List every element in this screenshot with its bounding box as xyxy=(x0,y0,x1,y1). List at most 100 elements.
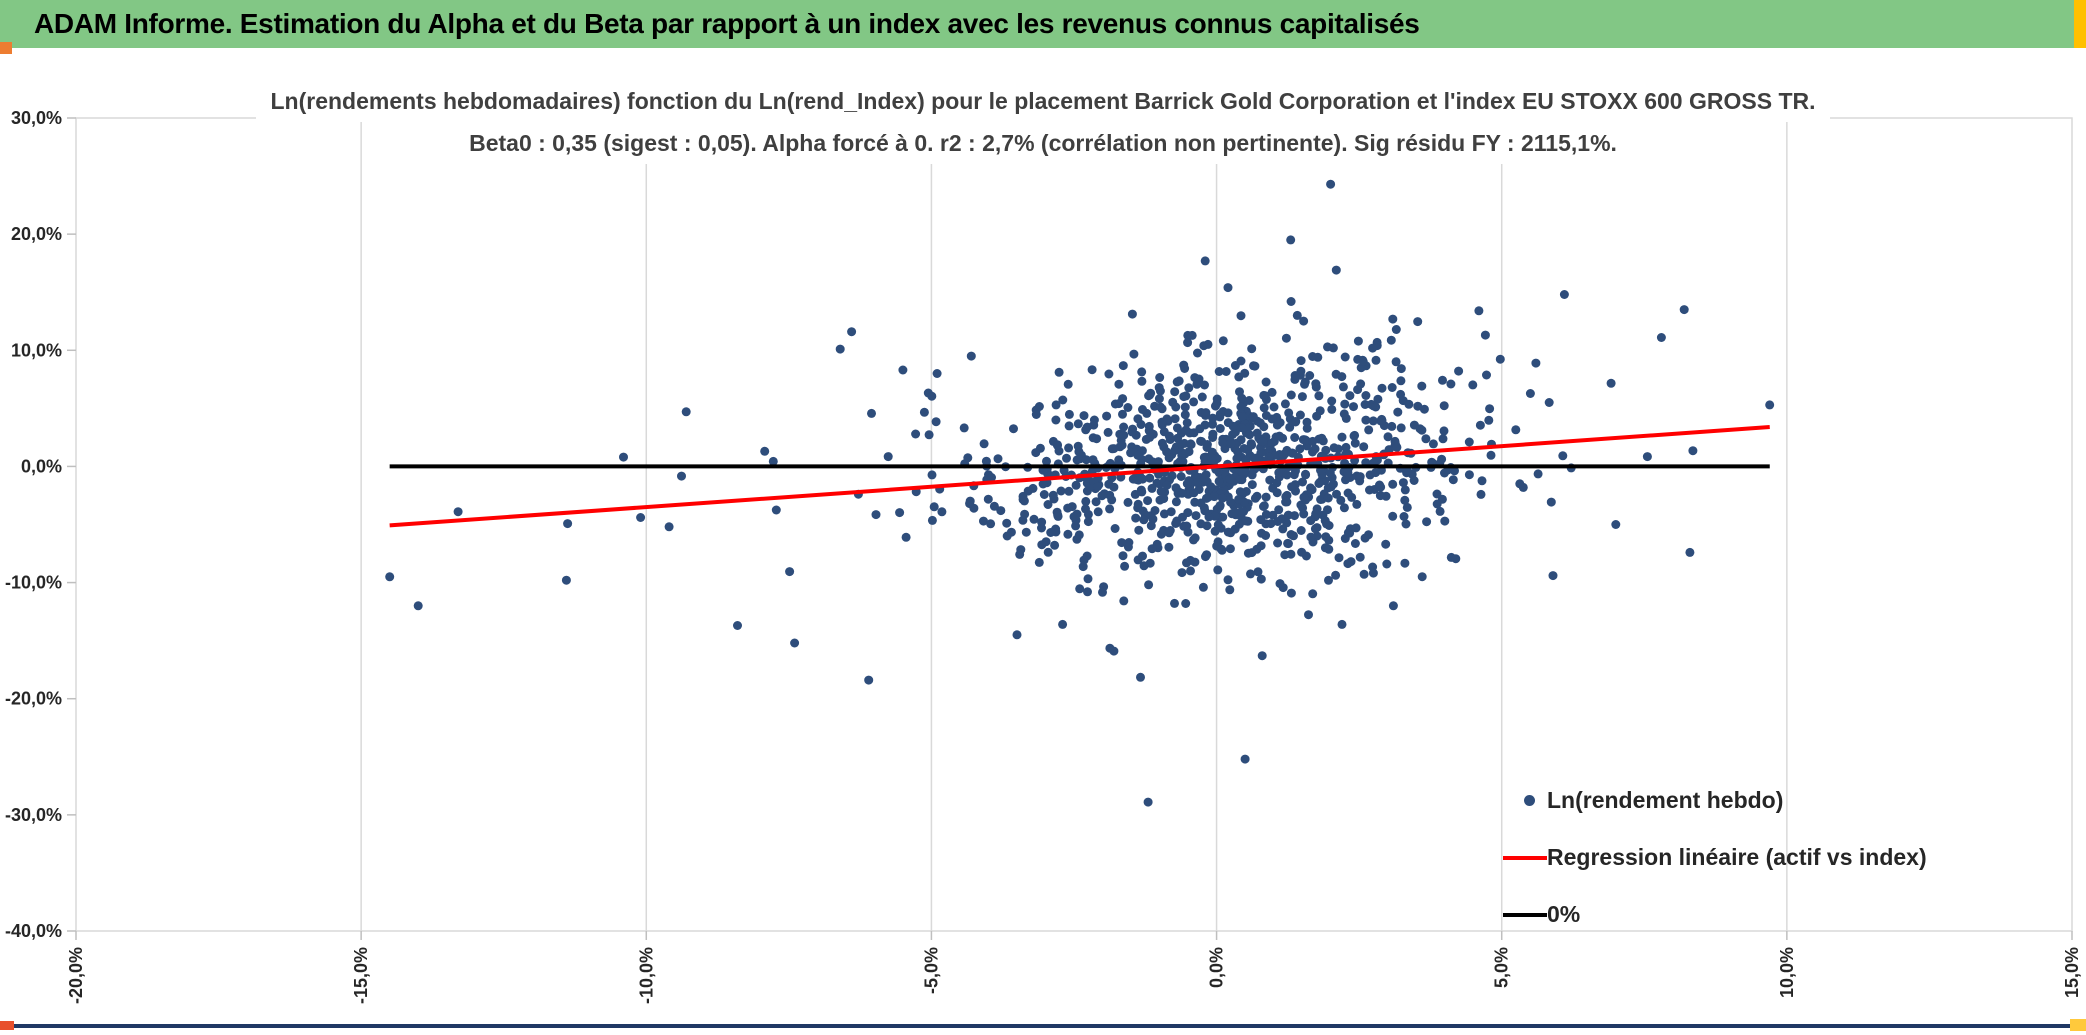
scatter-point xyxy=(1252,491,1262,501)
scatter-point xyxy=(1058,619,1068,629)
scatter-point xyxy=(1031,448,1041,458)
scatter-point xyxy=(1144,391,1154,401)
scatter-point xyxy=(1341,475,1350,485)
scatter-point xyxy=(1351,523,1361,533)
scatter-point xyxy=(1361,391,1371,400)
scatter-point xyxy=(1056,486,1066,496)
scatter-point xyxy=(1198,582,1208,592)
scatter-point xyxy=(1124,538,1134,547)
scatter-point xyxy=(1417,572,1427,582)
scatter-point xyxy=(1237,412,1247,422)
scatter-point xyxy=(1052,440,1062,450)
scatter-point xyxy=(959,423,969,433)
scatter-point xyxy=(1127,427,1137,437)
scatter-point xyxy=(1314,479,1324,488)
scatter-point xyxy=(1199,452,1209,462)
scatter-point xyxy=(1337,619,1347,629)
scatter-point xyxy=(1102,411,1112,421)
scatter-point xyxy=(1225,474,1235,484)
scatter-point xyxy=(1064,421,1074,431)
scatter-point xyxy=(1189,397,1199,407)
header-bar: ADAM Informe. Estimation du Alpha et du … xyxy=(0,0,2086,48)
scatter-point xyxy=(1273,517,1283,526)
scatter-point xyxy=(1072,534,1082,544)
scatter-point xyxy=(1393,407,1403,417)
scatter-point xyxy=(1343,488,1353,498)
scatter-point xyxy=(1261,492,1271,502)
scatter-point xyxy=(1391,357,1401,367)
scatter-point xyxy=(1247,344,1257,354)
scatter-point xyxy=(1184,383,1194,393)
scatter-point xyxy=(1183,508,1193,518)
scatter-point xyxy=(1002,531,1012,541)
scatter-point xyxy=(1153,457,1163,467)
scatter-point xyxy=(1282,497,1292,507)
scatter-point xyxy=(1214,476,1224,486)
scatter-point xyxy=(1218,493,1227,503)
scatter-point xyxy=(1417,381,1427,391)
scatter-point xyxy=(1266,519,1276,529)
scatter-point xyxy=(1172,423,1182,433)
scatter-point xyxy=(1400,558,1410,568)
scatter-point xyxy=(1485,404,1495,414)
scatter-point xyxy=(1359,442,1369,452)
scatter-point xyxy=(1137,487,1147,497)
scatter-point xyxy=(1144,580,1154,590)
scatter-point xyxy=(785,567,795,577)
legend-item-points: Ln(rendement hebdo) xyxy=(1496,772,1927,829)
scatter-point xyxy=(1352,499,1362,509)
scatter-point xyxy=(1359,569,1369,579)
scatter-point xyxy=(1387,421,1397,431)
scatter-point xyxy=(1440,516,1450,526)
bottom-right-accent xyxy=(2070,1019,2086,1031)
scatter-point xyxy=(1180,402,1190,412)
scatter-point xyxy=(1392,442,1402,452)
scatter-point xyxy=(1139,515,1149,525)
scatter-point xyxy=(1373,394,1383,404)
scatter-point xyxy=(1304,610,1313,620)
scatter-point xyxy=(1196,519,1206,529)
scatter-point xyxy=(1119,422,1129,432)
scatter-point xyxy=(983,494,993,504)
scatter-point xyxy=(1213,565,1223,575)
scatter-point xyxy=(1308,589,1318,599)
scatter-point xyxy=(1454,366,1464,376)
scatter-point xyxy=(1150,506,1160,515)
scatter-point xyxy=(1159,427,1169,437)
scatter-point xyxy=(1278,524,1288,534)
scatter-point xyxy=(1118,361,1128,371)
scatter-point xyxy=(1345,528,1355,538)
scatter-point xyxy=(927,391,937,401)
scatter-point xyxy=(1190,533,1200,543)
scatter-point xyxy=(1295,444,1305,454)
scatter-point xyxy=(1268,510,1278,520)
x-tick-label: -20,0% xyxy=(66,947,86,1004)
scatter-point xyxy=(1117,440,1127,450)
scatter-point xyxy=(1064,409,1074,419)
scatter-point xyxy=(1105,643,1115,653)
scatter-point xyxy=(1476,489,1486,499)
scatter-point xyxy=(1338,382,1348,392)
scatter-point xyxy=(1079,411,1089,421)
x-tick-label: 10,0% xyxy=(1777,947,1797,998)
scatter-point xyxy=(1236,507,1246,517)
scatter-point xyxy=(1223,527,1233,537)
scatter-point xyxy=(883,452,893,462)
y-tick-label: 0,0% xyxy=(21,456,62,476)
scatter-point xyxy=(1383,432,1393,442)
y-tick-label: 20,0% xyxy=(11,224,62,244)
scatter-point xyxy=(1688,446,1698,456)
scatter-point xyxy=(1118,551,1128,561)
scatter-point xyxy=(1371,402,1381,412)
scatter-point xyxy=(1246,439,1256,449)
scatter-point xyxy=(1339,503,1349,513)
scatter-point xyxy=(1114,379,1124,389)
scatter-point xyxy=(1187,330,1197,340)
scatter-point xyxy=(1272,478,1282,488)
scatter-point xyxy=(1247,470,1257,480)
scatter-point xyxy=(1145,558,1155,568)
scatter-point xyxy=(901,532,911,542)
scatter-point xyxy=(1236,356,1246,366)
scatter-point xyxy=(1306,532,1316,542)
scatter-point xyxy=(1138,551,1147,561)
